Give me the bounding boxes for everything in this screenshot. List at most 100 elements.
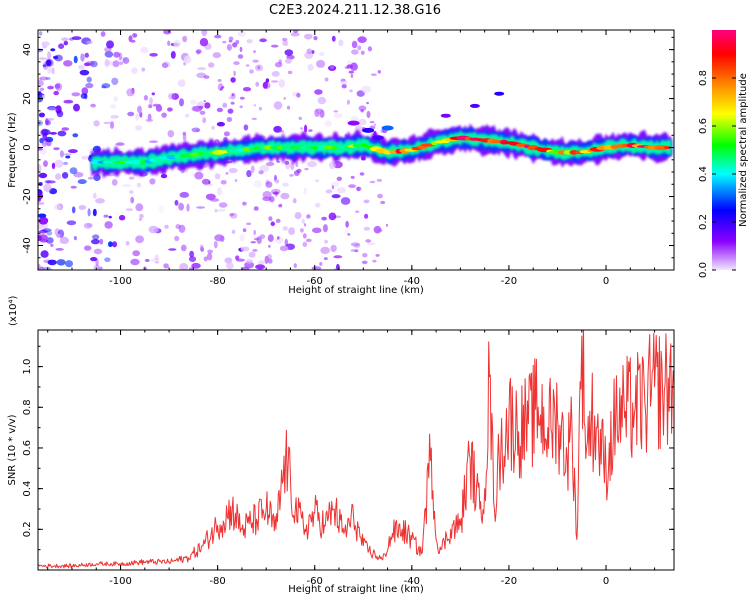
spectrogram-noise-blob — [122, 184, 132, 187]
spectrogram-noise-blob — [47, 51, 52, 60]
spectrogram-noise-blob — [348, 70, 354, 74]
spectrogram-noise-blob — [115, 142, 125, 146]
spectrogram-noise-blob — [307, 64, 314, 71]
spectrogram-ridge-blob — [347, 120, 360, 126]
spectrogram-noise-blob — [262, 191, 272, 199]
spectrogram-noise-blob — [39, 137, 44, 144]
spectrogram-noise-blob — [278, 79, 286, 88]
spectrogram-noise-blob — [377, 229, 383, 232]
spectrogram-noise-blob — [234, 178, 238, 183]
spectrogram-noise-blob — [80, 93, 87, 99]
spectrogram-noise-blob — [290, 32, 300, 37]
spectrogram-noise-blob — [38, 216, 49, 225]
spectrogram-noise-blob — [50, 243, 54, 247]
spectrogram-noise-blob — [350, 175, 355, 179]
spectrogram-noise-blob — [84, 52, 90, 58]
spectrogram-noise-blob — [73, 55, 78, 64]
spectrogram-noise-blob — [246, 222, 252, 226]
colorbar-tick-label: 0.8 — [698, 70, 709, 86]
spectrogram-noise-blob — [233, 61, 240, 65]
spectrogram-noise-blob — [233, 70, 236, 76]
snr-series-line — [38, 330, 674, 569]
spectrogram-noise-blob — [275, 179, 280, 184]
spectrogram-noise-blob — [319, 261, 323, 266]
spectrogram-noise-blob — [139, 111, 143, 118]
spectrogram-noise-blob — [178, 202, 185, 211]
spectrogram-noise-blob — [250, 241, 256, 244]
spectrogram-noise-blob — [271, 71, 280, 77]
spectrogram-noise-blob — [112, 60, 120, 68]
spectrogram-noise-blob — [259, 234, 266, 240]
spectrogram-noise-blob — [61, 37, 69, 42]
spectrogram-noise-blob — [72, 133, 79, 138]
spectrogram-noise-blob — [65, 155, 71, 159]
spectrogram-noise-blob — [182, 133, 187, 141]
spectrogram-noise-blob — [125, 240, 130, 246]
spectrogram-noise-blob — [81, 87, 89, 95]
spectrogram-noise-blob — [312, 227, 322, 234]
spectrogram-noise-blob — [112, 241, 118, 248]
spectrogram-noise-blob — [294, 212, 302, 220]
spectrogram-noise-blob — [361, 260, 368, 264]
spectrogram-noise-blob — [66, 220, 77, 226]
spectrogram-noise-blob — [83, 245, 92, 251]
spectrogram-noise-blob — [235, 39, 240, 45]
spectrogram-noise-blob — [360, 50, 365, 55]
spectrogram-noise-blob — [38, 77, 42, 84]
spectrogram-noise-blob — [344, 66, 350, 69]
spectrogram-noise-blob — [167, 40, 171, 46]
spectrogram-noise-blob — [317, 96, 327, 105]
spectrogram-noise-blob — [195, 49, 202, 54]
spectrogram-noise-blob — [315, 179, 319, 183]
spectrogram-noise-blob — [93, 192, 97, 199]
spectrogram-noise-blob — [331, 35, 336, 42]
spectrogram-noise-blob — [161, 112, 167, 118]
spectrogram-panel: -100 -80 -60 -40 -20 0 -40 -20 0 20 40 Height of … — [7, 29, 675, 296]
spectrogram-noise-blob — [316, 113, 321, 117]
spectrogram-noise-blob — [262, 81, 268, 89]
spectrogram-noise-blob — [104, 51, 114, 58]
spectrogram-noise-blob — [167, 93, 176, 100]
spectrogram-noise-blob — [73, 171, 84, 178]
spectrogram-noise-blob — [358, 118, 367, 126]
spectrogram-noise-blob — [149, 53, 158, 57]
spectrogram-noise-blob — [278, 130, 285, 133]
spectrogram-noise-blob — [208, 62, 215, 68]
spectrogram-noise-blob — [68, 149, 78, 154]
spectrogram-noise-blob — [118, 57, 127, 62]
spectrogram-noise-blob — [204, 102, 211, 109]
spectrogram-ridge-blob — [131, 159, 143, 165]
spectrogram-noise-blob — [149, 178, 156, 185]
spectrogram-noise-blob — [92, 234, 100, 240]
snr-y-multiplier: (x10⁴) — [8, 295, 19, 326]
x-tick-label: -60 — [307, 276, 323, 287]
y-tick-label: 40 — [22, 43, 33, 56]
spectrogram-noise-blob — [41, 228, 52, 232]
spectrogram-noise-blob — [230, 101, 235, 105]
spectrogram-noise-blob — [318, 51, 325, 57]
spectrogram-noise-blob — [188, 267, 194, 270]
spectrogram-noise-blob — [174, 235, 180, 242]
spectrogram-noise-blob — [377, 193, 383, 199]
spectrogram-noise-blob — [84, 62, 91, 67]
spectrogram-noise-blob — [219, 87, 223, 91]
spectrogram-noise-blob — [328, 212, 337, 221]
spectrogram-noise-blob — [341, 84, 347, 89]
spectrogram-noise-blob — [179, 191, 190, 198]
spectrogram-noise-blob — [252, 248, 258, 252]
spectrogram-noise-blob — [228, 40, 233, 43]
spectrogram-x-ticks: -100 -80 -60 -40 -20 0 — [47, 30, 656, 287]
spectrogram-noise-blob — [161, 62, 169, 69]
spectrogram-noise-blob — [78, 64, 85, 70]
spectrogram-noise-blob — [325, 189, 333, 194]
spectrogram-noise-blob — [128, 176, 135, 180]
spectrogram-noise-blob — [250, 165, 255, 174]
spectrogram-noise-blob — [131, 67, 138, 74]
spectrogram-noise-blob — [246, 170, 252, 178]
spectrogram-noise-blob — [81, 155, 90, 160]
spectrogram-noise-blob — [314, 89, 323, 95]
spectrogram-noise-blob — [357, 36, 367, 43]
spectrogram-noise-blob — [357, 45, 362, 51]
spectrogram-noise-blob — [372, 259, 377, 263]
spectrogram-noise-blob — [340, 80, 348, 85]
